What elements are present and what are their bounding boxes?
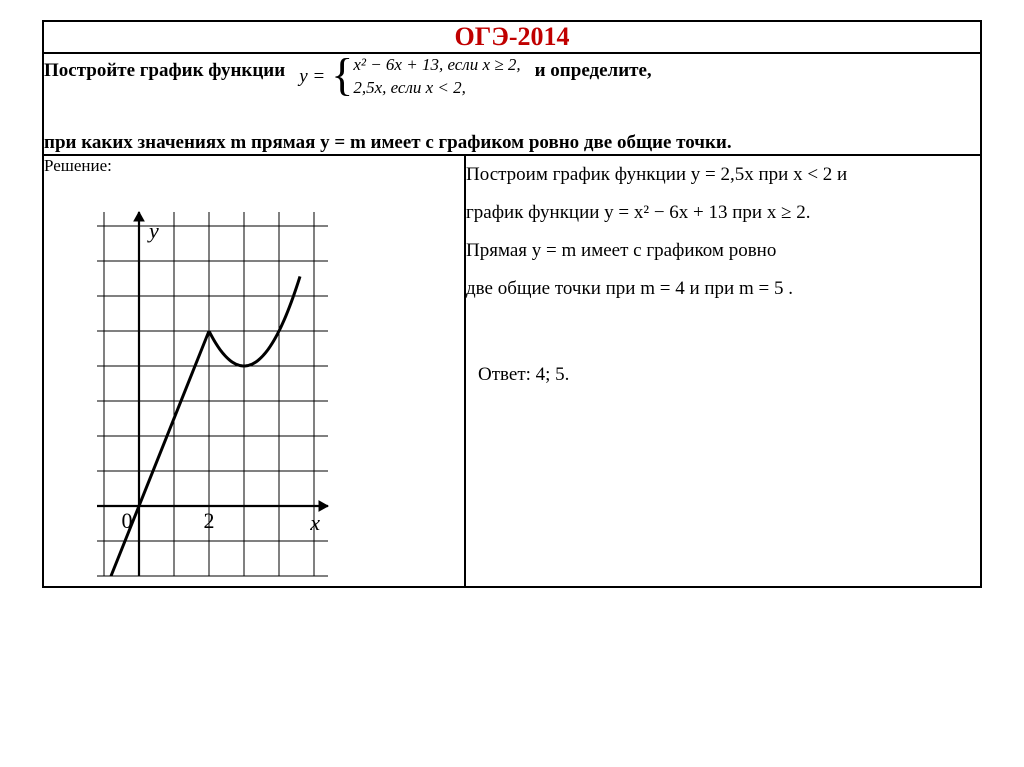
solution-line-1: Построим график функции y = 2,5x при x <…: [466, 156, 980, 194]
title: ОГЭ-2014: [454, 22, 569, 51]
svg-text:y: y: [147, 218, 159, 243]
solution-label: Решение:: [44, 156, 464, 176]
svg-text:x: x: [309, 510, 320, 535]
function-graph: y x 0 2: [84, 206, 344, 586]
solution-line-3: Прямая y = m имеет с графиком ровно: [466, 232, 980, 270]
solution-left-cell: Решение: y x 0 2: [43, 155, 465, 587]
solution-right-cell: Построим график функции y = 2,5x при x <…: [465, 155, 981, 587]
piecewise-function: y = { x² − 6x + 13, если x ≥ 2, 2,5x, ес…: [299, 54, 520, 100]
title-cell: ОГЭ-2014: [43, 21, 981, 53]
solution-line-2: график функции y = x² − 6x + 13 при x ≥ …: [466, 194, 980, 232]
problem-lead: Постройте график функции: [44, 54, 285, 82]
case-1: x² − 6x + 13, если x ≥ 2,: [353, 54, 520, 77]
solution-line-4: две общие точки при m = 4 и при m = 5 .: [466, 270, 980, 308]
answer: Ответ: 4; 5.: [478, 356, 980, 394]
graph-container: y x 0 2: [84, 206, 464, 586]
problem-row-1: Постройте график функции y = { x² − 6x +…: [44, 54, 980, 100]
svg-text:0: 0: [122, 508, 133, 533]
problem-table: ОГЭ-2014 Постройте график функции y = { …: [42, 20, 982, 588]
left-brace: {: [331, 54, 353, 96]
case-2: 2,5x, если x < 2,: [353, 77, 520, 100]
problem-cell: Постройте график функции y = { x² − 6x +…: [43, 53, 981, 155]
svg-text:2: 2: [204, 508, 215, 533]
y-equals: y =: [299, 66, 325, 88]
problem-row-2: при каких значениях m прямая y = m имеет…: [44, 132, 980, 154]
problem-tail: и определите,: [535, 54, 652, 82]
cases: x² − 6x + 13, если x ≥ 2, 2,5x, если x <…: [353, 54, 520, 100]
